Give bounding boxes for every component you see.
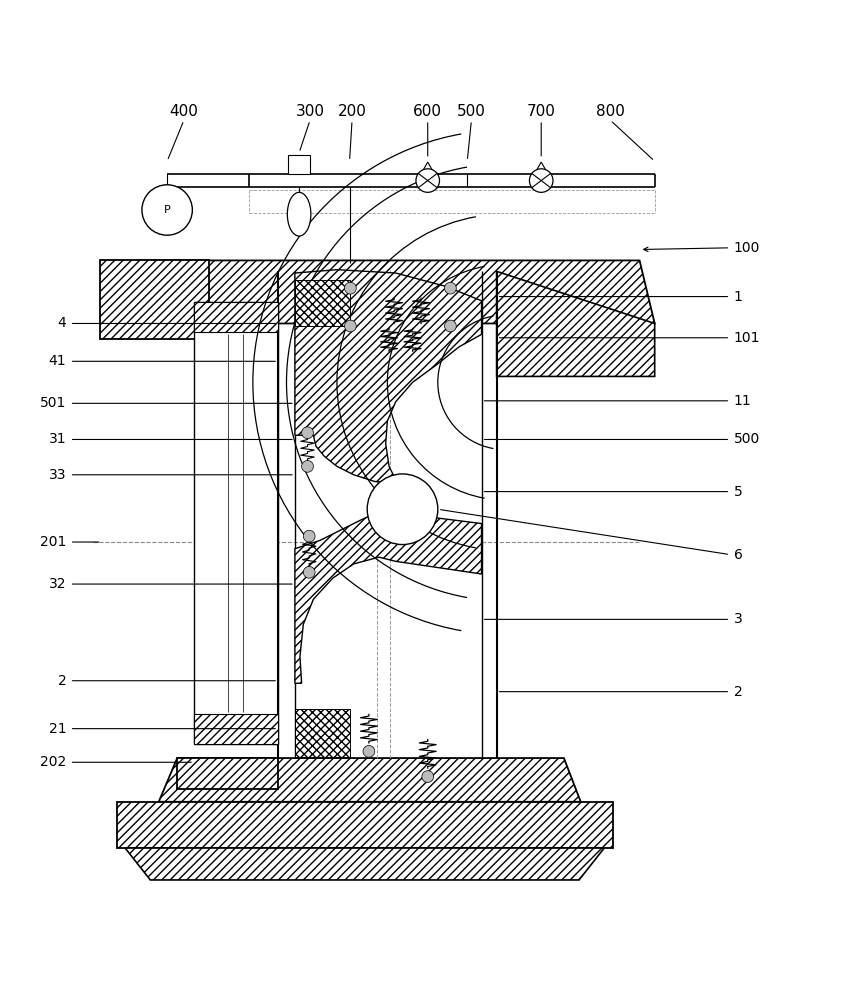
Text: 4: 4: [57, 316, 67, 330]
Circle shape: [142, 185, 192, 235]
Circle shape: [445, 320, 456, 332]
Text: 32: 32: [49, 577, 67, 591]
Polygon shape: [421, 162, 434, 174]
Polygon shape: [125, 848, 605, 880]
Circle shape: [363, 745, 375, 757]
Bar: [288, 155, 310, 174]
Text: 6: 6: [733, 548, 743, 562]
Circle shape: [303, 530, 315, 542]
Bar: [194, 302, 278, 744]
Circle shape: [301, 460, 313, 472]
Polygon shape: [194, 302, 278, 332]
Text: 31: 31: [49, 432, 67, 446]
Circle shape: [301, 427, 313, 439]
Circle shape: [344, 282, 356, 294]
Text: 202: 202: [40, 755, 67, 769]
Polygon shape: [159, 758, 581, 802]
Circle shape: [445, 282, 456, 294]
Text: 33: 33: [49, 468, 67, 482]
Ellipse shape: [287, 192, 311, 236]
Circle shape: [530, 169, 553, 192]
Text: 101: 101: [733, 331, 760, 345]
Polygon shape: [535, 162, 548, 174]
Polygon shape: [295, 511, 482, 683]
Text: 21: 21: [49, 722, 67, 736]
Text: 600: 600: [413, 104, 442, 119]
Text: 700: 700: [527, 104, 556, 119]
Polygon shape: [497, 271, 655, 376]
Circle shape: [344, 320, 356, 332]
Circle shape: [416, 169, 440, 192]
Text: 5: 5: [733, 485, 743, 499]
Polygon shape: [295, 709, 349, 757]
Polygon shape: [295, 270, 482, 483]
Polygon shape: [177, 758, 278, 789]
Circle shape: [367, 474, 438, 545]
Text: 3: 3: [733, 612, 743, 626]
Polygon shape: [100, 260, 209, 339]
Text: 201: 201: [40, 535, 67, 549]
Text: 501: 501: [40, 396, 67, 410]
Polygon shape: [117, 260, 655, 323]
Text: P: P: [163, 205, 171, 215]
Text: 41: 41: [49, 354, 67, 368]
Text: 500: 500: [457, 104, 486, 119]
Text: 400: 400: [169, 104, 199, 119]
Polygon shape: [194, 714, 278, 744]
Text: 100: 100: [733, 241, 760, 255]
Text: 2: 2: [733, 685, 743, 699]
Circle shape: [303, 566, 315, 578]
Text: 1: 1: [733, 290, 743, 304]
Polygon shape: [117, 802, 613, 848]
Text: 200: 200: [338, 104, 366, 119]
Text: 500: 500: [733, 432, 760, 446]
Circle shape: [422, 771, 434, 782]
Polygon shape: [295, 280, 349, 326]
Text: 300: 300: [296, 104, 324, 119]
Text: 2: 2: [57, 674, 67, 688]
Text: 800: 800: [595, 104, 625, 119]
Text: 11: 11: [733, 394, 751, 408]
